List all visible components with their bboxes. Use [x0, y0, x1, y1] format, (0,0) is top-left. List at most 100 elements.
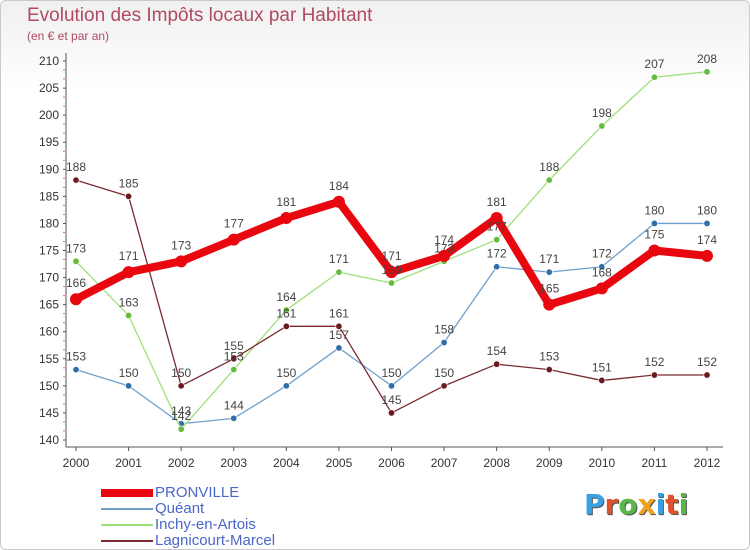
x-tick-label: 2004 [273, 456, 300, 470]
data-point-pronville [122, 266, 135, 279]
data-point-lagnicourt-marcel [177, 382, 185, 390]
y-tick-label: 185 [39, 189, 59, 203]
data-label-lagnicourt-marcel: 185 [119, 176, 139, 190]
x-tick-label: 2002 [168, 456, 195, 470]
y-tick-label: 190 [39, 162, 59, 176]
data-point-pronville [490, 212, 503, 225]
legend-label: Quéant [155, 500, 205, 517]
data-label-inchy-en-artois: 198 [592, 106, 612, 120]
y-tick-label: 205 [39, 81, 59, 95]
line-chart: 1401451501551601651701751801851901952002… [39, 52, 723, 470]
data-label-pronville: 174 [434, 233, 454, 247]
data-label-inchy-en-artois: 171 [329, 252, 349, 266]
data-point-lagnicourt-marcel [72, 176, 80, 184]
y-tick-label: 165 [39, 298, 59, 312]
data-point-inchy-en-artois [125, 311, 133, 319]
data-label-lagnicourt-marcel: 155 [224, 339, 244, 353]
data-point-qu-ant [387, 382, 395, 390]
data-point-inchy-en-artois [282, 306, 290, 314]
y-tick-label: 160 [39, 325, 59, 339]
logo-letter: i [655, 488, 666, 521]
x-tick-label: 2012 [694, 456, 721, 470]
x-tick-label: 2007 [431, 456, 458, 470]
logo-letter: x [637, 488, 656, 521]
logo-letter: o [618, 488, 638, 521]
legend: PRONVILLE Quéant Inchy-en-Artois Lagnicourt… [101, 485, 275, 549]
proxiti-logo: Proxiti [584, 488, 688, 521]
data-point-qu-ant [545, 268, 553, 276]
data-point-qu-ant [703, 219, 711, 227]
legend-item-pronville: PRONVILLE [101, 485, 275, 501]
legend-swatch [101, 489, 153, 497]
data-label-inchy-en-artois: 163 [119, 295, 139, 309]
data-label-qu-ant: 150 [119, 366, 139, 380]
data-label-inchy-en-artois: 188 [539, 160, 559, 174]
data-point-inchy-en-artois [493, 236, 501, 244]
data-point-lagnicourt-marcel [230, 355, 238, 363]
x-tick-label: 2011 [642, 456, 668, 470]
data-label-qu-ant: 180 [697, 203, 717, 217]
y-tick-label: 200 [39, 108, 59, 122]
data-label-pronville: 165 [539, 282, 559, 296]
data-point-inchy-en-artois [650, 73, 658, 81]
legend-label: Lagnicourt-Marcel [155, 532, 276, 549]
logo-letter: r [604, 488, 619, 521]
data-point-lagnicourt-marcel [282, 322, 290, 330]
data-label-qu-ant: 153 [66, 350, 86, 364]
data-point-qu-ant [650, 219, 658, 227]
data-label-pronville: 184 [329, 179, 349, 193]
data-point-qu-ant [335, 344, 343, 352]
data-label-qu-ant: 172 [487, 247, 507, 261]
data-point-inchy-en-artois [545, 176, 553, 184]
y-tick-label: 150 [39, 379, 59, 393]
data-point-pronville [280, 212, 293, 225]
x-tick-label: 2006 [378, 456, 405, 470]
data-label-qu-ant: 158 [434, 323, 454, 337]
data-label-lagnicourt-marcel: 154 [487, 344, 507, 358]
logo-letter: i [678, 488, 689, 521]
data-label-lagnicourt-marcel: 152 [697, 355, 717, 369]
data-label-pronville: 168 [592, 265, 612, 279]
data-point-pronville [595, 282, 608, 295]
x-tick-label: 2003 [220, 456, 247, 470]
data-label-pronville: 175 [644, 228, 664, 242]
data-label-pronville: 181 [487, 195, 507, 209]
data-label-inchy-en-artois: 169 [381, 263, 401, 277]
data-point-pronville [175, 255, 188, 268]
y-tick-label: 180 [39, 216, 59, 230]
data-point-pronville [438, 249, 451, 262]
data-label-qu-ant: 171 [539, 252, 559, 266]
data-label-inchy-en-artois: 164 [276, 290, 296, 304]
data-label-qu-ant: 143 [171, 404, 191, 418]
y-tick-label: 195 [39, 135, 59, 149]
data-point-qu-ant [440, 339, 448, 347]
data-point-lagnicourt-marcel [493, 360, 501, 368]
data-label-qu-ant: 150 [381, 366, 401, 380]
data-point-pronville [648, 244, 661, 257]
data-label-qu-ant: 157 [329, 328, 349, 342]
data-point-lagnicourt-marcel [335, 322, 343, 330]
legend-label: PRONVILLE [155, 484, 240, 501]
legend-swatch [101, 508, 153, 510]
legend-item-qu-ant: Quéant [101, 501, 275, 517]
data-label-inchy-en-artois: 142 [171, 409, 191, 423]
data-label-pronville: 173 [171, 238, 191, 252]
data-label-lagnicourt-marcel: 188 [66, 160, 86, 174]
legend-item-lagnicourt-marcel: Lagnicourt-Marcel [101, 533, 275, 549]
data-point-lagnicourt-marcel [650, 371, 658, 379]
y-tick-label: 210 [39, 54, 59, 68]
data-point-inchy-en-artois [230, 366, 238, 374]
data-point-lagnicourt-marcel [387, 409, 395, 417]
data-label-lagnicourt-marcel: 161 [329, 306, 349, 320]
legend-swatch [101, 524, 153, 526]
data-point-lagnicourt-marcel [703, 371, 711, 379]
data-label-inchy-en-artois: 207 [644, 57, 664, 71]
data-point-qu-ant [230, 414, 238, 422]
logo-letter: P [584, 488, 605, 521]
data-label-pronville: 177 [224, 217, 244, 231]
data-point-qu-ant [72, 366, 80, 374]
data-point-inchy-en-artois [598, 122, 606, 130]
data-label-inchy-en-artois: 173 [66, 241, 86, 255]
data-point-lagnicourt-marcel [440, 382, 448, 390]
